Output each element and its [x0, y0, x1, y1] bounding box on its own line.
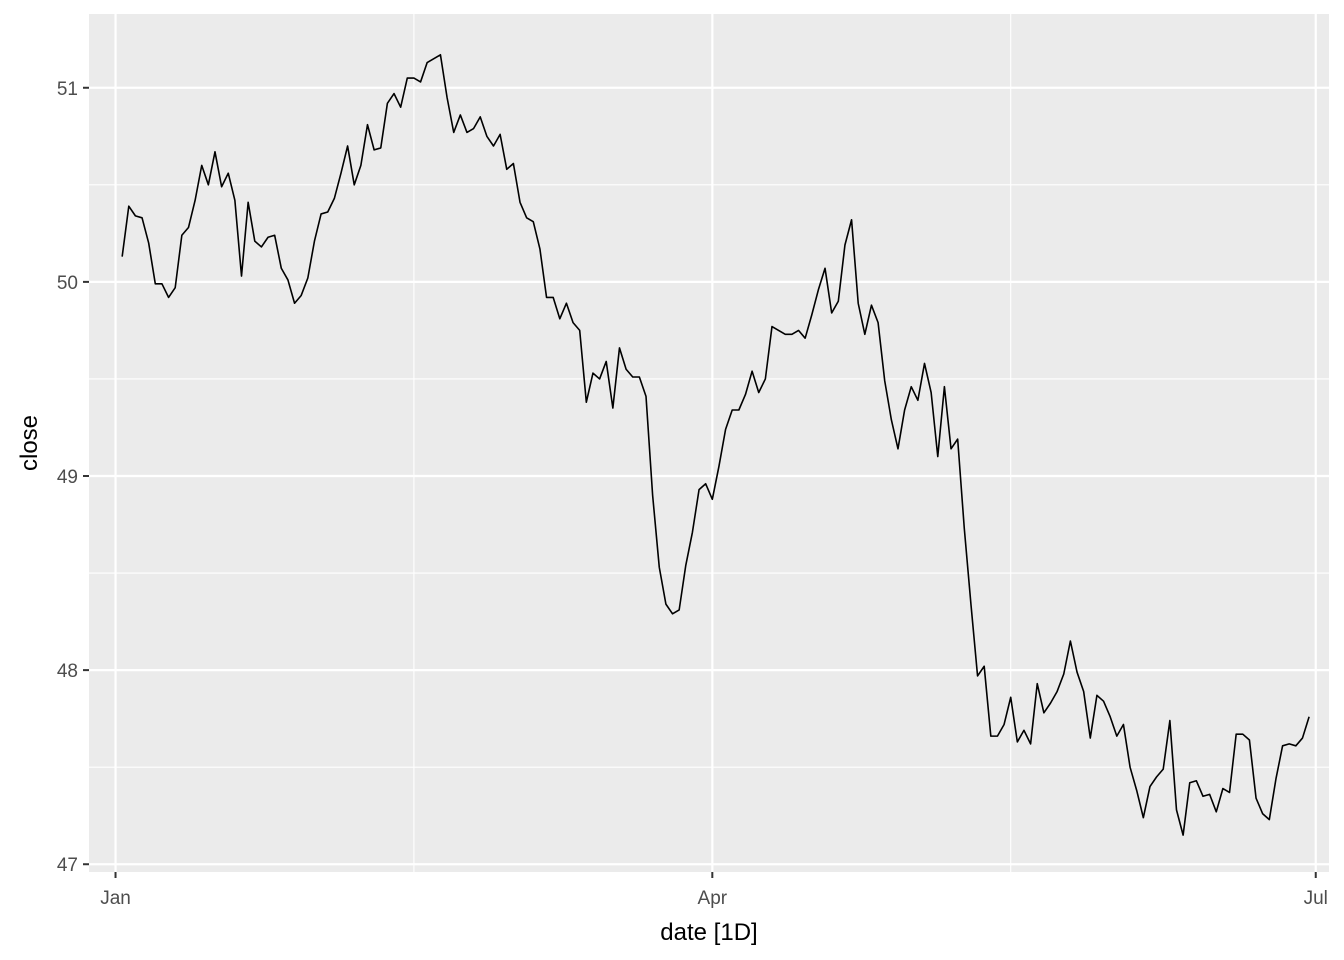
y-tick-label: 50: [57, 273, 78, 294]
y-tick-label: 51: [57, 79, 78, 100]
x-tick-label: Jul: [1304, 888, 1328, 909]
y-tick-label: 47: [57, 855, 78, 876]
x-tick-label: Apr: [698, 888, 728, 909]
x-axis-title: date [1D]: [660, 919, 757, 946]
plot-panel: [89, 14, 1329, 872]
y-tick-label: 49: [57, 467, 78, 488]
x-tick-label: Jan: [100, 888, 131, 909]
y-axis-title: close: [16, 415, 43, 471]
y-axis: 47 48 49 50 51: [57, 79, 89, 876]
minor-gridlines: [89, 14, 1329, 872]
major-gridlines: [89, 14, 1329, 872]
y-tick-label: 48: [57, 661, 78, 682]
x-axis: Jan Apr Jul: [100, 872, 1328, 909]
close-series-line: [121, 53, 1310, 836]
